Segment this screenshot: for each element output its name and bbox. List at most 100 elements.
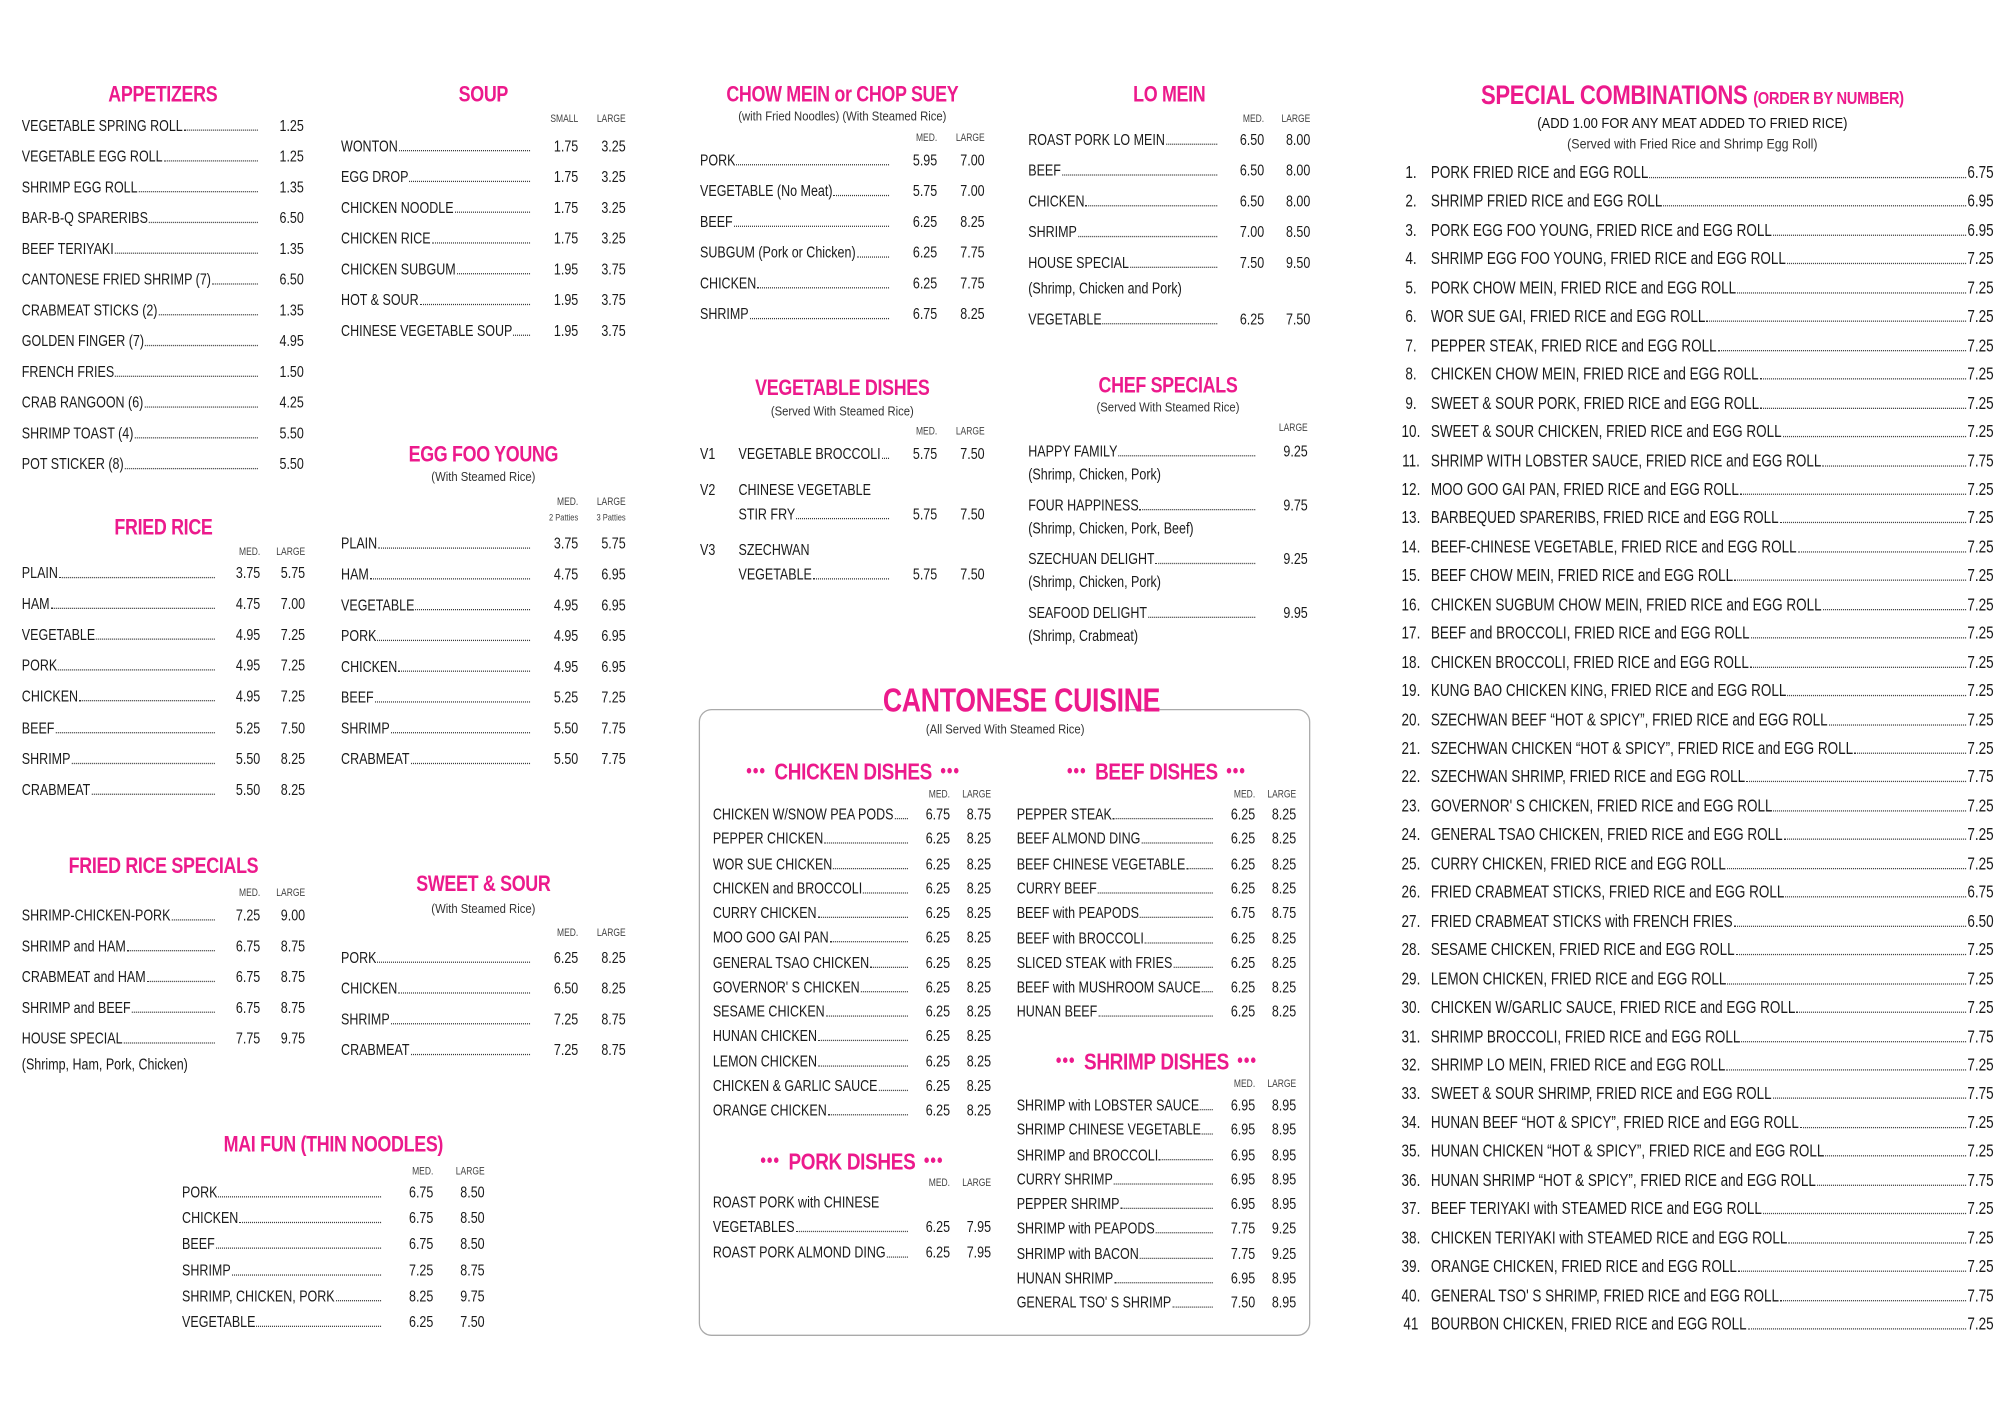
item-name: SHRIMP	[1028, 223, 1077, 242]
item-name: PEPPER CHICKEN	[712, 829, 824, 848]
combo-price: 7.75	[1967, 767, 1994, 787]
combo-number: 24.	[1401, 824, 1421, 845]
price-medium: 1.75	[553, 137, 579, 156]
dot-leader	[1102, 323, 1218, 325]
combo-price: 7.25	[1967, 939, 1994, 960]
combo-number: 26.	[1401, 882, 1421, 902]
menu-item: PLAIN 3.75 5.75	[341, 533, 626, 554]
item-name: (Shrimp, Chicken, Pork, Beef)	[1028, 519, 1194, 538]
item-name: BEEF CHINESE VEGETABLE	[1016, 854, 1186, 873]
price: 8.00	[1285, 161, 1311, 180]
dot-leader	[1760, 407, 1967, 409]
item-name: SESAME CHICKEN	[712, 1002, 825, 1021]
price-medium: 5.50	[235, 780, 261, 799]
chicken-dishes-title: CHICKEN DISHES	[738, 758, 966, 786]
combo-item: 14. BEEF-CHINESE VEGETABLE, FRIED RICE an…	[1391, 537, 1994, 558]
item-name: VEGETABLE	[738, 565, 812, 584]
menu-item: VEGETABLE (No Meat) 5.75 7.00	[700, 181, 985, 202]
dot-leader	[183, 129, 258, 131]
dot-leader	[1796, 1011, 1967, 1013]
menu-item: BEEF 6.75 8.50	[182, 1234, 485, 1255]
dot-leader	[115, 375, 258, 377]
item-name: CHINESE VEGETABLE	[738, 480, 871, 499]
dot-leader	[827, 1114, 909, 1116]
item-name: CRABMEAT	[341, 750, 410, 768]
menu-item: HOT & SOUR 1.95 3.75	[341, 290, 626, 311]
price-medium: 3.75	[553, 534, 579, 553]
dot-leader	[833, 194, 889, 197]
price-medium: 4.75	[553, 565, 579, 584]
price-medium: 6.95	[1230, 1145, 1256, 1164]
combo-price: 7.25	[1967, 1141, 1994, 1161]
combo-number: 13.	[1401, 508, 1421, 528]
dot-leader	[1118, 455, 1256, 457]
item-code: V1	[700, 444, 716, 463]
combo-price: 6.75	[1967, 162, 1994, 183]
lo-mein-section: LO MEIN MED. LARGE ROAST PORK LO MEIN 6.50 8.…	[1028, 0, 1310, 1414]
item-name: HAM	[21, 595, 50, 613]
menu-item-continued: VEGETABLES 6.25 7.95	[713, 1217, 991, 1238]
price-medium: 7.50	[1230, 1293, 1256, 1312]
combo-price: 7.25	[1967, 853, 1994, 873]
item-name: CHICKEN NOODLE	[341, 198, 454, 217]
price-medium: 6.25	[925, 1002, 951, 1021]
combo-price: 6.75	[1967, 882, 1994, 902]
menu-item: WONTON 1.75 3.25	[341, 136, 626, 157]
price: 8.50	[460, 1209, 485, 1228]
fried-rice-specials-title: FRIED RICE SPECIALS	[68, 853, 259, 879]
combo-name: PEPPER STEAK, FRIED RICE and EGG ROLL	[1430, 335, 1717, 355]
item-name: BEEF ALMOND DING	[1016, 829, 1141, 848]
menu-item: HUNAN SHRIMP 6.95 8.95	[1017, 1268, 1296, 1289]
special-combinations-section: SPECIAL COMBINATIONS (ORDER BY NUMBER) (A…	[1391, 0, 1994, 1414]
price: 8.25	[1271, 978, 1297, 997]
menu-item: VEGETABLE 4.95 6.95	[341, 595, 626, 616]
price-medium: 4.95	[235, 687, 261, 706]
column-header: MED.	[239, 544, 261, 558]
sweet-sour-list: MED. LARGE PORK 6.25 8.25 CHICKEN 6.50 8.25 SHRI…	[341, 0, 626, 1414]
dot-leader	[144, 406, 258, 408]
price: 7.50	[960, 505, 985, 524]
item-name: SHRIMP	[341, 719, 390, 738]
shrimp-dishes-list: MED. LARGE SHRIMP with LOBSTER SAUCE 6.95 8.…	[1017, 0, 1296, 1414]
dot-leader	[79, 700, 215, 702]
combo-item: 37. BEEF TERIYAKI with STEAMED RICE and E…	[1391, 1199, 1994, 1220]
item-name: BEEF with PEAPODS	[1016, 904, 1139, 923]
price-medium: 6.25	[925, 1076, 951, 1095]
combo-item: 25. CURRY CHICKEN, FRIED RICE and EGG ROL…	[1391, 854, 1994, 875]
lo-mein-title: LO MEIN	[1133, 82, 1206, 107]
combo-item: 24. GENERAL TSAO CHICKEN, FRIED RICE and …	[1391, 825, 1994, 846]
item-name: SUBGUM (Pork or Chicken)	[700, 243, 856, 262]
menu-item: GENERAL TSO' S SHRIMP 7.50 8.95	[1017, 1292, 1296, 1313]
dot-leader	[863, 892, 909, 894]
menu-item: CRABMEAT STICKS (2) 1.35	[22, 300, 304, 321]
chow-mein-section: CHOW MEIN or CHOP SUEY (with Fried Noodle…	[700, 0, 985, 1414]
price: 9.95	[1283, 603, 1308, 622]
menu-item: PEPPER CHICKEN 6.25 8.25	[713, 829, 991, 850]
column-header: SMALL	[550, 111, 579, 125]
dot-leader	[1762, 1213, 1967, 1215]
dot-leader	[825, 1015, 909, 1017]
combo-number: 31.	[1401, 1026, 1421, 1046]
item-code: V2	[700, 480, 716, 499]
price: 1.35	[279, 239, 304, 258]
menu-item: SHRIMP and HAM 6.75 8.75	[22, 936, 305, 957]
dot-leader	[377, 961, 530, 963]
column-header: MED.	[928, 1175, 951, 1189]
dot-leader	[58, 669, 215, 671]
dot-leader	[1112, 817, 1214, 820]
combo-price: 7.25	[1967, 277, 1994, 298]
price-medium: 6.50	[1239, 192, 1265, 211]
menu-item: SEAFOOD DELIGHT 9.95	[1028, 603, 1307, 624]
combo-name: SHRIMP LO MEIN, FRIED RICE and EGG ROLL	[1430, 1055, 1726, 1075]
price: 8.75	[460, 1261, 485, 1280]
item-name: VEGETABLE EGG ROLL	[21, 147, 163, 166]
combo-number: 27.	[1401, 911, 1421, 931]
combo-price: 7.75	[1967, 1083, 1994, 1104]
menu-item: SHRIMP with LOBSTER SAUCE 6.95 8.95	[1017, 1095, 1296, 1116]
menu-item: BEEF CHINESE VEGETABLE 6.25 8.25	[1017, 853, 1296, 874]
item-name: BEEF	[1028, 161, 1061, 180]
cantonese-cuisine-subtitle: (All Served With Steamed Rice)	[925, 723, 1085, 738]
menu-item: CRAB RANGOON (6) 4.25	[22, 392, 304, 413]
dot-leader	[1822, 464, 1967, 467]
price-medium: 4.75	[235, 595, 261, 613]
